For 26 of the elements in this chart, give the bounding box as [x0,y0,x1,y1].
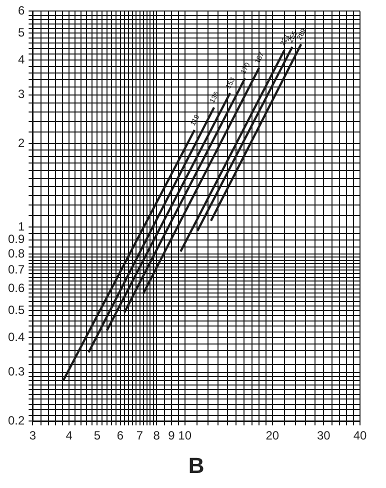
x-tick-label: 7 [136,428,144,443]
y-tick-label: 0.4 [8,330,25,344]
y-tick-label: 3 [18,87,25,102]
y-tick-label: 5 [18,25,25,40]
x-tick-label: 40 [353,428,367,443]
y-tick-label: 1 [18,220,25,234]
y-tick-label: 0.6 [8,281,25,296]
y-tick-label: 0.3 [8,364,25,379]
x-tick-label: 30 [316,428,331,443]
x-tick-label: 6 [116,428,124,443]
x-tick-label: 10 [178,428,192,443]
x-tick-label: 8 [153,428,160,443]
y-tick-label: 0.9 [8,232,25,246]
x-tick-label: 5 [94,428,101,443]
y-tick-label: 6 [18,4,25,18]
y-tick-label: 2 [18,136,25,150]
x-tick-label: 20 [266,428,280,443]
y-tick-label: 0.5 [8,303,25,318]
y-tick-label: 4 [18,52,25,66]
x-tick-label: 4 [66,428,73,443]
y-tick-label: 0.2 [8,414,25,428]
y-tick-label: 0.8 [8,246,25,260]
x-tick-label: 3 [29,428,36,443]
y-tick-label: 0.7 [8,262,25,276]
x-axis-title: B [188,452,204,478]
x-tick-label: 9 [168,428,176,443]
